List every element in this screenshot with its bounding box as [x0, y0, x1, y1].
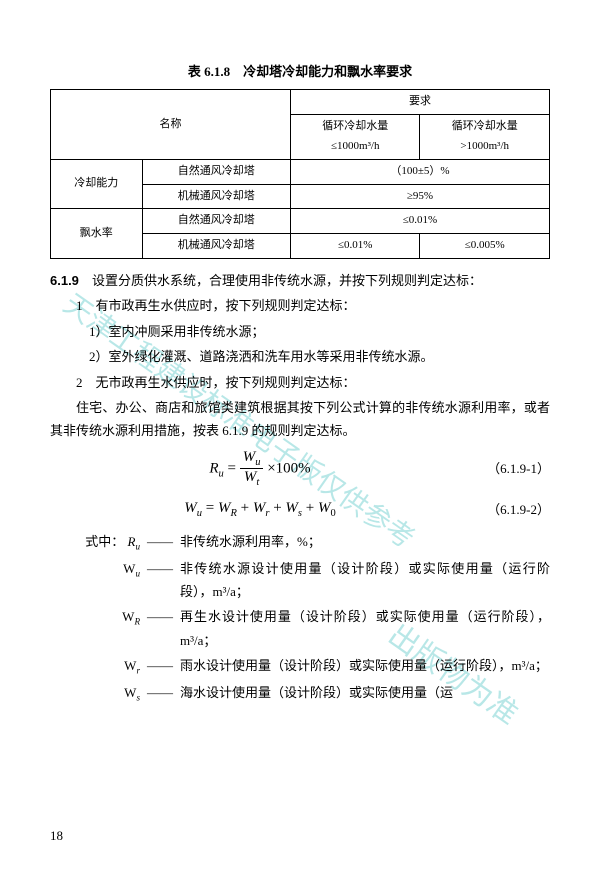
item-1-1: 1）室内冲厕采用非传统水源；: [50, 320, 550, 343]
def-ru-text: 非传统水源利用率，%；: [180, 530, 550, 555]
cell-r3b: 自然通风冷却塔: [142, 209, 290, 234]
th-name: 名称: [51, 90, 291, 159]
definitions: 式中： Ru —— 非传统水源利用率，%； Wu —— 非传统水源设计使用量（设…: [50, 530, 550, 706]
item-2: 2 无市政再生水供应时，按下列规则判定达标：: [50, 371, 550, 394]
def-dash: ——: [140, 530, 180, 555]
def-ws-text: 海水设计使用量（设计阶段）或实际使用量（运: [180, 681, 550, 706]
cell-r4c2: ≤0.005%: [420, 234, 550, 259]
def-dash: ——: [140, 654, 180, 679]
def-wr-text: 雨水设计使用量（设计阶段）或实际使用量（运行阶段），m³/a；: [180, 654, 550, 679]
def-dash: ——: [140, 557, 180, 604]
clause-number: 6.1.9: [50, 273, 79, 288]
th-req: 要求: [290, 90, 549, 115]
formula-1-expr: Ru = WuWt ×100%: [50, 449, 470, 489]
cell-r2c: ≥95%: [290, 184, 549, 209]
clause-6-1-9: 6.1.9 设置分质供水系统，合理使用非传统水源，并按下列规则判定达标：: [50, 269, 550, 292]
def-wR-text: 再生水设计使用量（设计阶段）或实际使用量（运行阶段），m³/a；: [180, 605, 550, 652]
defs-lead: 式中： Ru: [50, 530, 140, 555]
cell-r2b: 机械通风冷却塔: [142, 184, 290, 209]
item-1: 1 有市政再生水供应时，按下列规则判定达标：: [50, 294, 550, 317]
def-ws-sym: Ws: [50, 681, 140, 706]
item-2-body: 住宅、办公、商店和旅馆类建筑根据其按下列公式计算的非传统水源利用率，或者其非传统…: [50, 396, 550, 443]
def-wr-sym: Wr: [50, 654, 140, 679]
cell-r4b: 机械通风冷却塔: [142, 234, 290, 259]
def-wu-sym: Wu: [50, 557, 140, 604]
cell-drift: 飘水率: [51, 209, 143, 259]
formula-2-num: （6.1.9-2）: [470, 498, 550, 521]
requirements-table: 名称 要求 循环冷却水量≤1000m³/h 循环冷却水量>1000m³/h 冷却…: [50, 89, 550, 259]
page-number: 18: [50, 828, 63, 844]
formula-1-num: （6.1.9-1）: [470, 457, 550, 480]
cell-r1c: （100±5）%: [290, 159, 549, 184]
def-wR-sym: WR: [50, 605, 140, 652]
document-page: 表 6.1.8 冷却塔冷却能力和飘水率要求 名称 要求 循环冷却水量≤1000m…: [0, 0, 600, 728]
item-1-2: 2）室外绿化灌溉、道路浇洒和洗车用水等采用非传统水源。: [50, 345, 550, 368]
table-title: 表 6.1.8 冷却塔冷却能力和飘水率要求: [50, 60, 550, 83]
cell-r3c: ≤0.01%: [290, 209, 549, 234]
def-wu-text: 非传统水源设计使用量（设计阶段）或实际使用量（运行阶段），m³/a；: [180, 557, 550, 604]
cell-r1b: 自然通风冷却塔: [142, 159, 290, 184]
clause-lead: 设置分质供水系统，合理使用非传统水源，并按下列规则判定达标：: [92, 273, 482, 288]
th-col1: 循环冷却水量≤1000m³/h: [290, 115, 419, 160]
cell-r4c1: ≤0.01%: [290, 234, 419, 259]
th-col2: 循环冷却水量>1000m³/h: [420, 115, 550, 160]
formula-1: Ru = WuWt ×100% （6.1.9-1）: [50, 449, 550, 489]
formula-2: Wu = WR + Wr + Ws + W0 （6.1.9-2）: [50, 495, 550, 524]
def-dash: ——: [140, 681, 180, 706]
formula-2-expr: Wu = WR + Wr + Ws + W0: [50, 495, 470, 524]
cell-cooling: 冷却能力: [51, 159, 143, 209]
def-dash: ——: [140, 605, 180, 652]
